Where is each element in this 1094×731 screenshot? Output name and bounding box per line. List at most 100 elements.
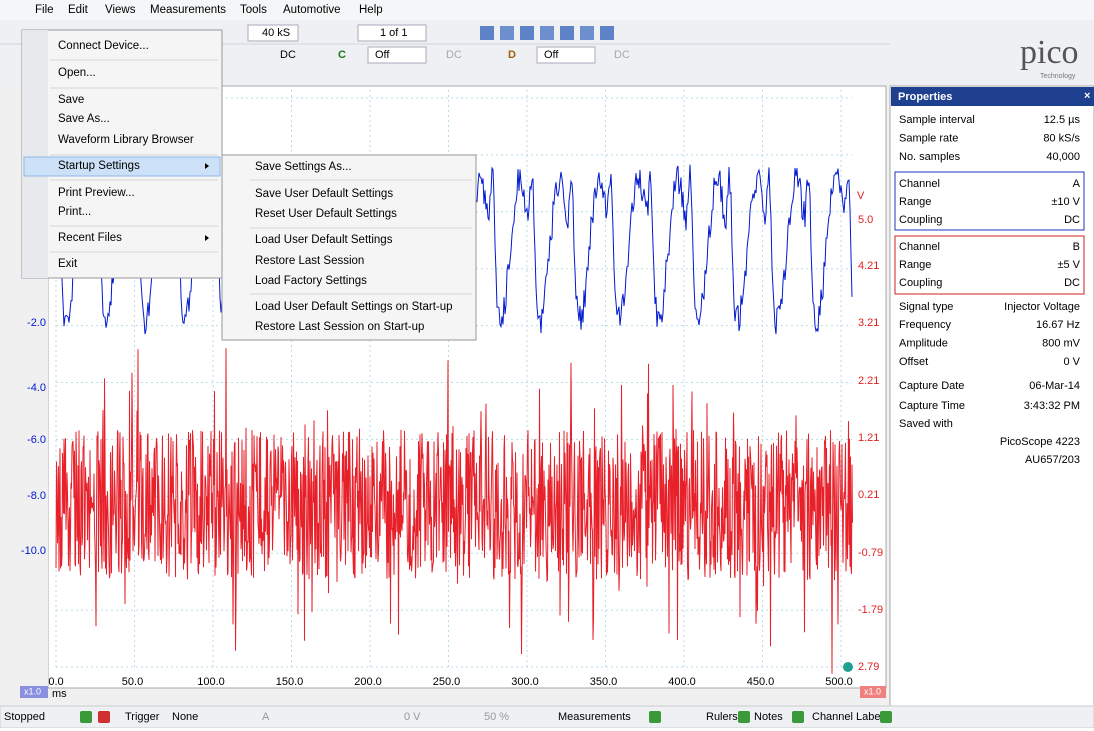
properties-panel (889, 85, 1094, 709)
file-menu-item[interactable]: Open... (58, 67, 96, 79)
status-item[interactable]: Rulers (706, 711, 738, 723)
property-value: DC (1064, 214, 1080, 226)
page: 1 of 1 (380, 27, 408, 39)
menu-item[interactable]: Help (359, 4, 383, 16)
tool-icon[interactable] (580, 26, 594, 40)
property-label: Sample rate (899, 132, 958, 144)
status-item[interactable]: A (262, 711, 270, 723)
range-c: Off (375, 49, 390, 61)
property-label: Capture Time (899, 400, 965, 412)
page-box[interactable] (357, 24, 427, 42)
range-d-box[interactable] (536, 46, 596, 64)
property-label: Frequency (899, 319, 951, 331)
status-item: Stopped (4, 711, 45, 723)
file-menu-item[interactable]: Exit (58, 258, 78, 270)
tool-icon[interactable] (480, 26, 494, 40)
property-label: Range (899, 196, 931, 208)
submenu-item[interactable]: Save User Default Settings (255, 188, 393, 200)
property-value: DC (1064, 277, 1080, 289)
status-button[interactable] (98, 711, 110, 723)
submenu-item[interactable]: Restore Last Session (255, 255, 364, 267)
property-value: PicoScope 4223 (1000, 436, 1080, 448)
channel-d: D (508, 49, 516, 61)
y-right-unit: V (857, 190, 865, 202)
y-right-tick-label: 5.0 (858, 214, 873, 226)
menu-item[interactable]: Measurements (150, 4, 226, 16)
tool-icon[interactable] (600, 26, 614, 40)
status-item[interactable]: Channel Labels (812, 711, 889, 723)
status-item[interactable]: Notes (754, 711, 783, 723)
range-c-box[interactable] (367, 46, 427, 64)
status-item[interactable]: None (172, 711, 198, 723)
status-item[interactable]: Trigger (125, 711, 160, 723)
status-button[interactable] (738, 711, 750, 723)
submenu-item[interactable]: Load User Default Settings on Start-up (255, 301, 453, 313)
property-label: No. samples (899, 151, 961, 163)
menu-item[interactable]: Automotive (283, 4, 341, 16)
menu-item[interactable]: Edit (68, 4, 89, 16)
property-label: Coupling (899, 277, 942, 289)
samples-box[interactable] (247, 24, 299, 42)
property-value: 800 mV (1042, 338, 1081, 350)
property-value: 80 kS/s (1043, 132, 1080, 144)
status-item[interactable]: 50 % (484, 711, 509, 723)
properties-header (891, 87, 1094, 106)
file-menu-item[interactable]: Print... (58, 206, 91, 218)
submenu-item[interactable]: Load User Default Settings (255, 234, 393, 246)
menu-bar (0, 0, 1094, 20)
property-value: A (1073, 178, 1081, 190)
samples: 40 kS (262, 27, 290, 39)
axes: -2.0 -4.0 -6.0 -8.0 -10.0 5.0 4.21 3.21 2.21 1.21… (21, 214, 883, 688)
logo-sub: Technology (1040, 73, 1076, 80)
status-button[interactable] (792, 711, 804, 723)
property-label: Amplitude (899, 338, 948, 350)
x-tick-label: 50.0 (122, 676, 143, 688)
coupling-d: DC (614, 49, 630, 61)
file-menu-item[interactable]: Recent Files (58, 232, 122, 244)
file-menu (21, 29, 223, 279)
file-menu-item[interactable]: Waveform Library Browser (58, 134, 194, 146)
x-tick-label: 400.0 (668, 676, 696, 688)
submenu-item[interactable]: Restore Last Session on Start-up (255, 321, 424, 333)
tool-icon[interactable] (500, 26, 514, 40)
status-button[interactable] (880, 711, 892, 723)
submenu-item[interactable]: Load Factory Settings (255, 275, 367, 287)
tool-icon[interactable] (560, 26, 574, 40)
file-menu-item[interactable]: Save (58, 94, 84, 106)
y-right-tick-label: 2.21 (858, 375, 879, 387)
submenu-item[interactable]: Save Settings As... (255, 161, 352, 173)
coupling-c: DC (446, 49, 462, 61)
tool-icons (480, 26, 614, 40)
submenu (221, 154, 477, 341)
channel-c: C (338, 49, 346, 61)
menu-item[interactable]: File (35, 4, 54, 16)
coupling-a: DC (280, 49, 296, 61)
x-zoom: x1.0 (24, 686, 41, 696)
status-bar (0, 705, 1094, 729)
property-value: 0 V (1063, 356, 1080, 368)
submenu-arrow (205, 235, 209, 241)
zoom-box-right (860, 686, 886, 698)
tool-icon[interactable] (540, 26, 554, 40)
property-label: Sample interval (899, 114, 975, 126)
property-label: Saved with (899, 418, 953, 430)
status-item[interactable]: Measurements (558, 711, 631, 723)
file-menu-item[interactable]: Startup Settings (58, 160, 140, 172)
close-icon[interactable]: × (1084, 90, 1090, 102)
y-right-tick-label: 0.21 (858, 489, 879, 501)
menu-item[interactable]: Views (105, 4, 136, 16)
tool-icon[interactable] (520, 26, 534, 40)
file-menu-item[interactable]: Print Preview... (58, 187, 135, 199)
property-label: Channel (899, 241, 940, 253)
x-tick-label: 250.0 (433, 676, 461, 688)
y-right-tick-label: 2.79 (858, 661, 879, 673)
menu-item[interactable]: Tools (240, 4, 267, 16)
file-menu-item[interactable]: Connect Device... (58, 40, 149, 52)
file-menu-item[interactable]: Save As... (58, 113, 110, 125)
x-tick-label: 350.0 (590, 676, 618, 688)
status-item[interactable]: 0 V (404, 711, 421, 723)
status-button[interactable] (649, 711, 661, 723)
ruler-handle[interactable] (843, 662, 853, 672)
status-button[interactable] (80, 711, 92, 723)
submenu-item[interactable]: Reset User Default Settings (255, 208, 397, 220)
